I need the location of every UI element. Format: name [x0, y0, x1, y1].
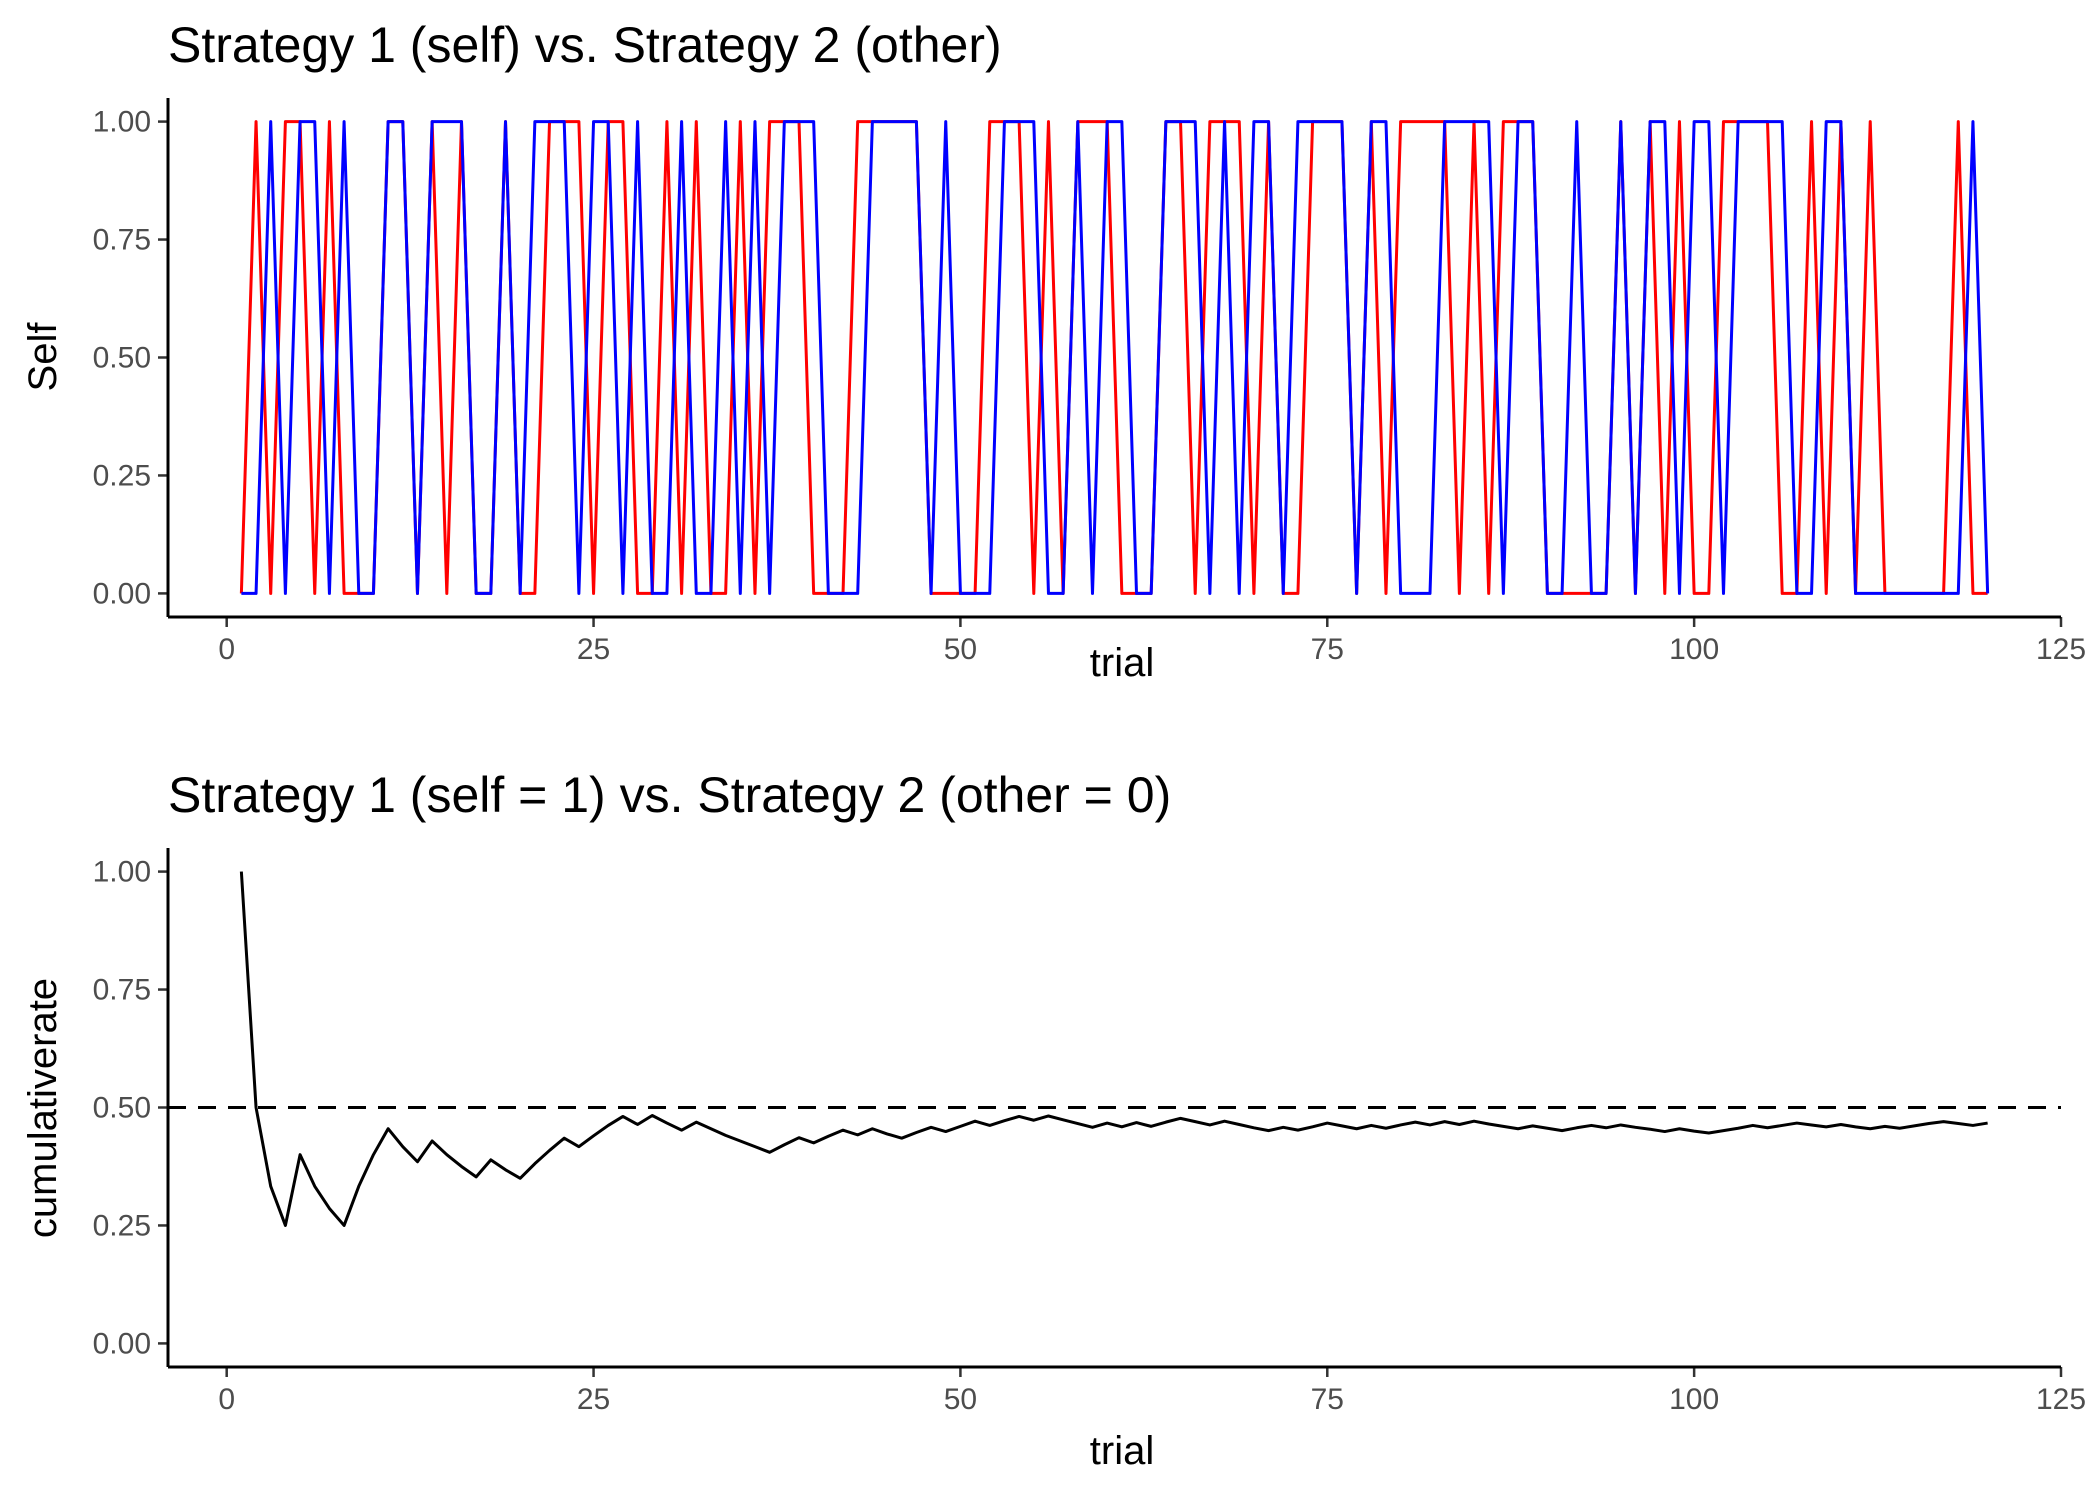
top-y-tick-label: 1.00 [93, 106, 151, 139]
bottom-y-tick-label: 0.75 [93, 974, 151, 1007]
bottom-panel: Strategy 1 (self = 1) vs. Strategy 2 (ot… [21, 767, 2086, 1473]
bottom-ticks: 0 25 50 75 100 125 0.00 0.25 0.50 0.75 1.00 [93, 856, 2086, 1416]
top-chart-title: Strategy 1 (self) vs. Strategy 2 (other) [168, 17, 1002, 73]
bottom-x-tick-label: 125 [2036, 1383, 2086, 1416]
bottom-x-tick-label: 0 [218, 1383, 235, 1416]
top-x-tick-label: 50 [944, 633, 977, 666]
top-x-tick-label: 100 [1669, 633, 1719, 666]
bottom-y-tick-label: 0.50 [93, 1092, 151, 1125]
top-x-tick-label: 75 [1311, 633, 1344, 666]
bottom-y-tick-label: 0.00 [93, 1327, 151, 1360]
bottom-series-group [168, 871, 2061, 1227]
top-y-tick-label: 0.25 [93, 459, 151, 492]
top-y-tick-label: 0.00 [93, 577, 151, 610]
top-y-axis-label: Self [21, 322, 65, 392]
bottom-x-tick-label: 100 [1669, 1383, 1719, 1416]
bottom-x-tick-label: 50 [944, 1383, 977, 1416]
top-y-tick-label: 0.50 [93, 342, 151, 375]
bottom-series-line-0 [239, 871, 1988, 1227]
top-x-tick-label: 0 [218, 633, 235, 666]
bottom-x-tick-label: 25 [577, 1383, 610, 1416]
bottom-y-tick-label: 0.25 [93, 1209, 151, 1242]
top-x-tick-label: 125 [2036, 633, 2086, 666]
top-ticks: 0 25 50 75 100 125 0.00 0.25 0.50 0.75 1.00 [93, 106, 2086, 666]
top-series-group [239, 120, 1990, 595]
bottom-y-axis-label: cumulativerate [21, 978, 65, 1238]
top-series-line-1 [241, 120, 1990, 595]
bottom-x-tick-label: 75 [1311, 1383, 1344, 1416]
top-x-tick-label: 25 [577, 633, 610, 666]
bottom-y-tick-label: 1.00 [93, 856, 151, 889]
bottom-chart-title: Strategy 1 (self = 1) vs. Strategy 2 (ot… [168, 767, 1171, 823]
top-x-axis-label: trial [1090, 641, 1154, 685]
top-y-tick-label: 0.75 [93, 224, 151, 257]
bottom-x-axis-label: trial [1090, 1429, 1154, 1473]
top-panel: Strategy 1 (self) vs. Strategy 2 (other)… [21, 17, 2086, 685]
top-series-line-0 [239, 120, 1988, 595]
